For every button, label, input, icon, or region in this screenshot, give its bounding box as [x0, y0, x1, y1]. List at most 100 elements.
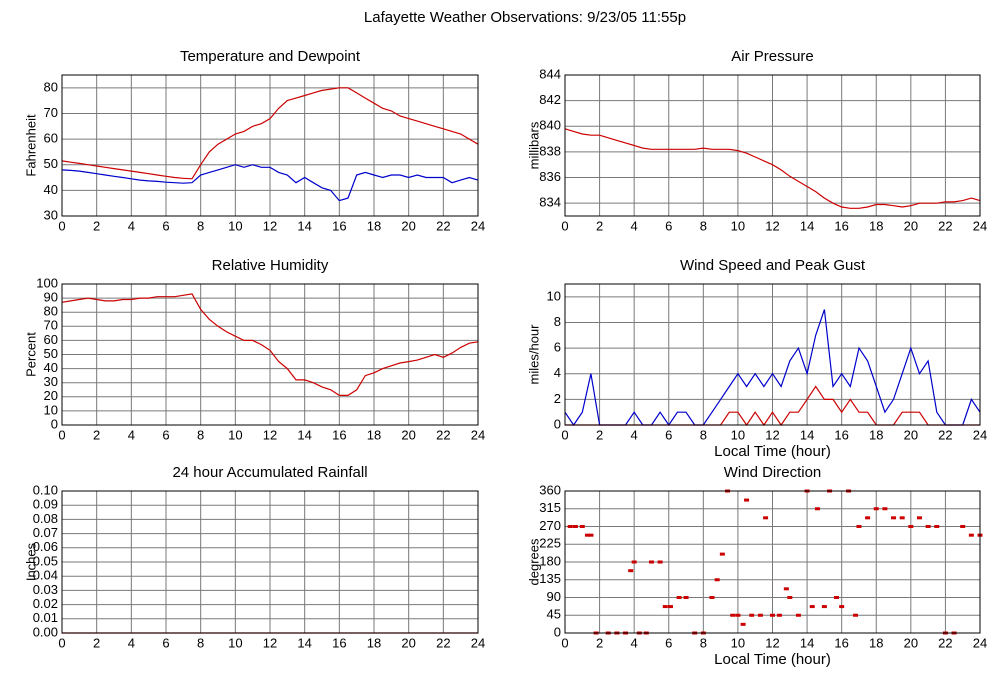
y-tick-label: 315 [539, 500, 561, 515]
y-axis-label: Inches [23, 542, 38, 581]
x-tick-label: 14 [297, 427, 311, 442]
data-point [744, 498, 750, 502]
page-title: Lafayette Weather Observations: 9/23/05 … [364, 9, 686, 26]
y-axis-label: miles/hour [526, 324, 541, 385]
x-tick-label: 0 [561, 635, 568, 650]
y-tick-label: 30 [44, 207, 58, 222]
x-tick-label: 18 [367, 427, 381, 442]
x-tick-label: 18 [367, 218, 381, 233]
data-point [735, 613, 741, 617]
plot-frame [61, 283, 479, 426]
x-tick-label: 20 [401, 218, 415, 233]
y-tick-label: 40 [44, 182, 58, 197]
x-tick-label: 0 [58, 218, 65, 233]
x-tick-label: 20 [904, 427, 918, 442]
data-point [628, 569, 634, 573]
data-point [856, 525, 862, 528]
data-point [757, 613, 763, 617]
x-tick-label: 18 [869, 218, 883, 233]
data-point [572, 525, 578, 528]
x-tick-label: 4 [631, 218, 638, 233]
y-tick-label: 4 [554, 365, 561, 380]
plot-frame [564, 490, 981, 634]
y-tick-label: 838 [539, 143, 561, 158]
x-tick-label: 16 [332, 635, 346, 650]
x-tick-label: 16 [834, 635, 848, 650]
data-point [709, 596, 715, 599]
y-tick-label: 0.02 [33, 596, 58, 611]
data-point [899, 516, 905, 520]
data-point [853, 613, 858, 617]
data-point [960, 525, 966, 528]
data-point [809, 605, 815, 609]
x-tick-label: 6 [665, 427, 672, 442]
y-axis-label: Fahrenheit [23, 114, 38, 177]
x-tick-label: 2 [596, 218, 603, 233]
y-tick-label: 90 [44, 290, 58, 305]
data-line [61, 293, 479, 396]
y-tick-label: 80 [44, 304, 58, 319]
y-tick-label: 360 [539, 482, 561, 497]
data-point [584, 533, 590, 537]
x-tick-label: 2 [93, 427, 100, 442]
x-tick-label: 2 [596, 635, 603, 650]
x-tick-label: 10 [228, 635, 242, 650]
x-tick-label: 2 [596, 427, 603, 442]
x-tick-label: 20 [401, 635, 415, 650]
data-point [795, 613, 801, 617]
data-point [776, 613, 782, 617]
y-tick-label: 10 [547, 288, 561, 303]
y-tick-label: 50 [44, 156, 58, 171]
y-tick-label: 60 [44, 131, 58, 146]
data-point [567, 525, 573, 528]
x-tick-label: 24 [973, 218, 987, 233]
y-tick-label: 0.08 [33, 511, 58, 526]
x-tick-label: 16 [834, 218, 848, 233]
x-tick-label: 0 [561, 218, 568, 233]
y-tick-label: 20 [44, 388, 58, 403]
x-tick-label: 18 [367, 635, 381, 650]
data-point [968, 533, 974, 537]
y-tick-label: 30 [44, 374, 58, 389]
x-tick-label: 14 [800, 218, 814, 233]
x-tick-label: 22 [436, 218, 450, 233]
data-point [657, 560, 663, 564]
x-axis-label: Local Time (hour) [714, 443, 831, 460]
y-tick-label: 0.04 [33, 568, 58, 583]
x-tick-label: 24 [471, 635, 485, 650]
y-tick-label: 40 [44, 360, 58, 375]
x-tick-label: 10 [731, 635, 745, 650]
y-tick-label: 8 [554, 314, 561, 329]
y-tick-label: 842 [539, 92, 561, 107]
data-point [865, 516, 871, 520]
y-tick-label: 834 [539, 195, 561, 210]
y-tick-label: 70 [44, 105, 58, 120]
data-line [61, 164, 479, 202]
data-point [833, 596, 839, 599]
y-tick-label: 80 [44, 79, 58, 94]
plot-frame [61, 490, 479, 634]
x-tick-label: 10 [228, 427, 242, 442]
x-tick-label: 8 [197, 635, 204, 650]
data-point [763, 516, 769, 520]
data-point [588, 533, 594, 537]
y-tick-label: 225 [539, 536, 561, 551]
x-tick-label: 12 [765, 635, 779, 650]
y-tick-label: 0 [51, 416, 58, 431]
x-tick-label: 4 [128, 427, 135, 442]
y-axis-label: degrees [526, 538, 541, 585]
y-tick-label: 10 [44, 402, 58, 417]
x-tick-label: 16 [332, 427, 346, 442]
x-tick-label: 16 [834, 427, 848, 442]
data-point [787, 596, 793, 599]
x-tick-label: 24 [973, 427, 987, 442]
x-tick-label: 8 [700, 635, 707, 650]
y-tick-label: 135 [539, 571, 561, 586]
data-point [740, 622, 746, 626]
x-tick-label: 0 [58, 427, 65, 442]
y-tick-label: 0.01 [33, 610, 58, 625]
x-tick-label: 20 [904, 635, 918, 650]
x-tick-label: 24 [973, 635, 987, 650]
x-tick-label: 14 [297, 635, 311, 650]
